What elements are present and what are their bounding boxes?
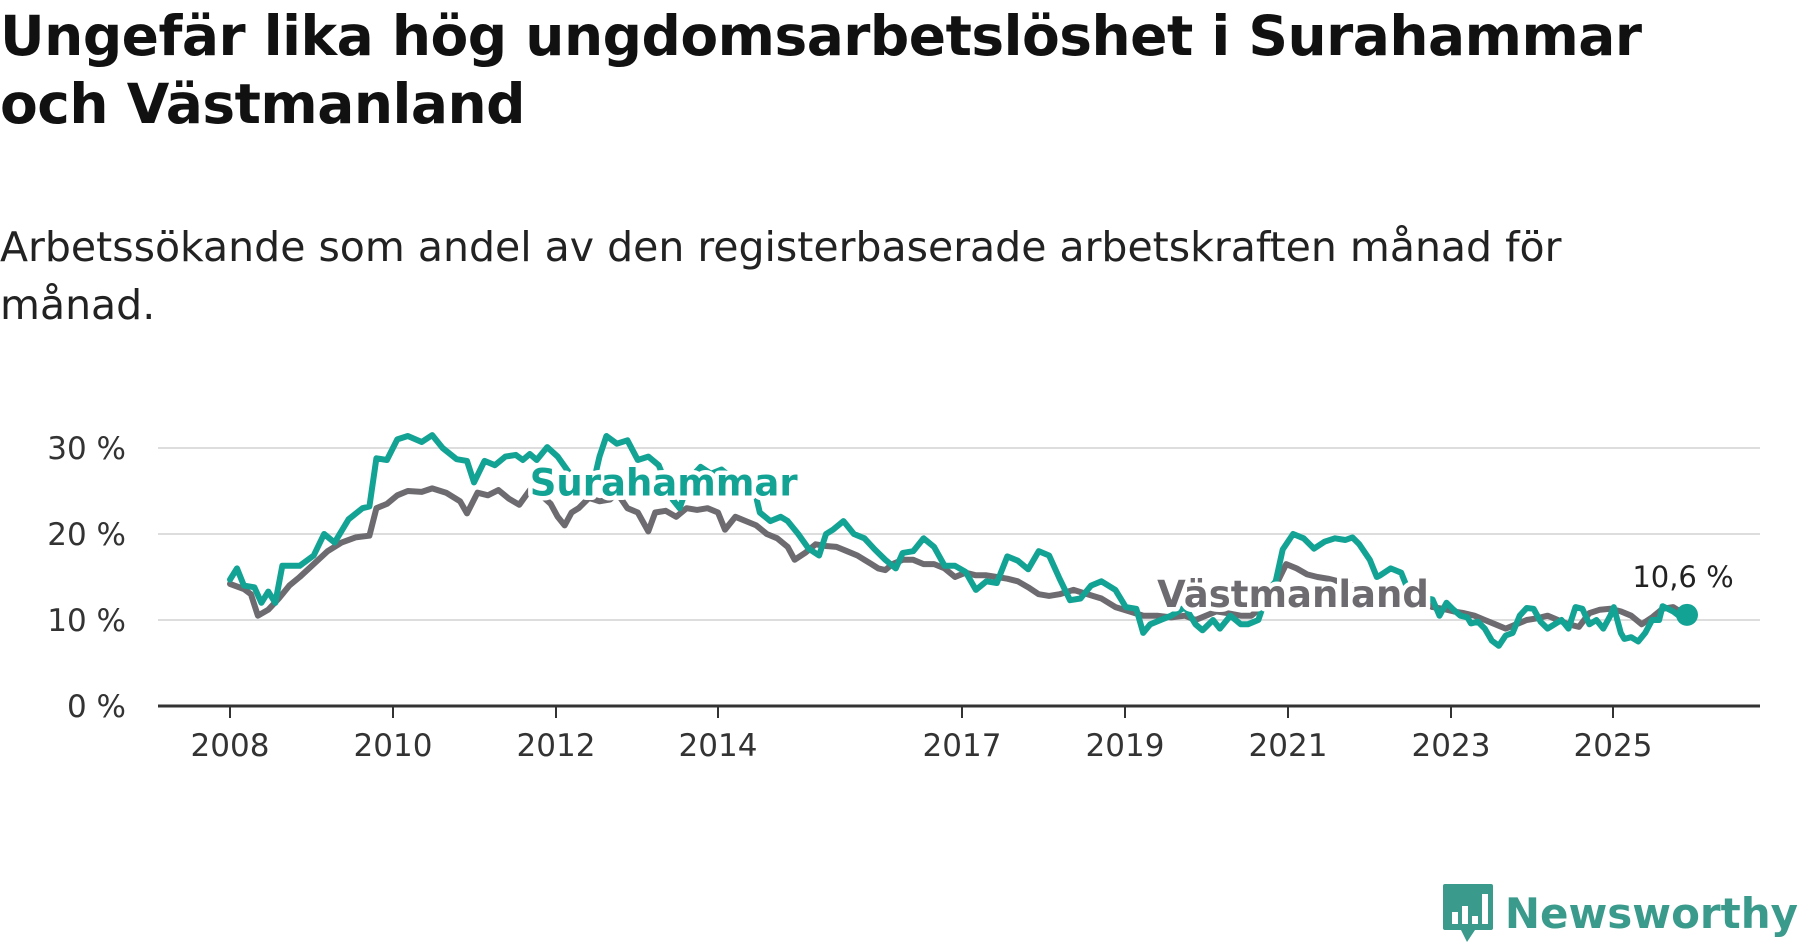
- y-tick-label: 10 %: [47, 603, 126, 639]
- end-point-marker: [1676, 603, 1698, 626]
- x-tick-label: 2012: [517, 728, 596, 764]
- x-tick-label: 2014: [679, 728, 758, 764]
- x-tick-label: 2025: [1574, 728, 1653, 764]
- chart-subtitle: Arbetssökande som andel av den registerb…: [0, 223, 1562, 329]
- x-tick-label: 2023: [1412, 728, 1491, 764]
- x-tick-label: 2017: [923, 728, 1002, 764]
- series-label-västmanland: Västmanland: [1157, 573, 1429, 616]
- series-lines: [227, 432, 1698, 649]
- brand-name: Newsworthy: [1504, 888, 1798, 938]
- series-labels: Surahammar Västmanland 10,6 %: [525, 457, 1736, 621]
- y-tick-label: 20 %: [47, 517, 126, 553]
- series-label-surahammar: Surahammar: [530, 461, 799, 504]
- y-tick-label: 30 %: [47, 431, 126, 467]
- x-tick-label: 2021: [1249, 728, 1328, 764]
- x-tick-label: 2010: [354, 728, 433, 764]
- series-line-västmanland: [227, 485, 1690, 632]
- chart-title: Ungefär lika hög ungdomsarbetslöshet i S…: [0, 4, 1642, 136]
- y-gridlines: [158, 447, 1760, 621]
- y-tick-label: 0 %: [67, 689, 126, 725]
- x-tick-label: 2008: [191, 728, 270, 764]
- series-line-surahammar: [227, 432, 1690, 649]
- x-tick-label: 2019: [1086, 728, 1165, 764]
- end-value-label: 10,6 %: [1632, 560, 1733, 594]
- newsworthy-logo-icon: [1442, 884, 1493, 942]
- newsworthy-branding: Newsworthy: [1441, 878, 1798, 948]
- y-axis-tick-labels: 0 % 10 % 20 % 30 %: [47, 431, 126, 725]
- x-axis-tick-labels: 2008 2010 2012 2014 2017 2019 2021 2023 2025: [191, 706, 1653, 764]
